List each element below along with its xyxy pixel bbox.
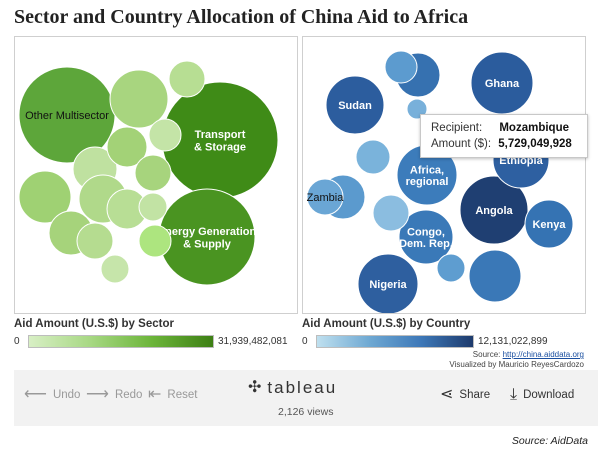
source-prefix: Source: (472, 350, 501, 359)
sector-bubble[interactable] (18, 170, 72, 224)
country-bubble-label: Kenya (532, 219, 566, 231)
redo-button[interactable]: ⟶ Redo (86, 387, 142, 403)
country-bubble[interactable] (372, 194, 410, 232)
sector-bubble[interactable] (138, 224, 172, 258)
reset-label: Reset (167, 389, 198, 401)
country-legend-max: 12,131,022,899 (478, 336, 548, 347)
country-bubble[interactable] (436, 253, 466, 283)
download-label: Download (523, 389, 575, 401)
sector-bubble[interactable] (168, 60, 206, 98)
reset-icon: ⇤ (148, 386, 162, 403)
country-bubble[interactable] (524, 199, 574, 249)
tooltip-amount-value: 5,729,049,928 (498, 138, 572, 150)
country-bubble-label: Ghana (485, 78, 520, 90)
country-bubble[interactable] (306, 178, 344, 216)
sector-legend-gradient (28, 335, 214, 348)
tooltip-amount-row: Amount ($): 5,729,049,928 (431, 138, 572, 150)
credit-line: Source: AidData (511, 435, 588, 447)
sector-legend-title: Aid Amount (U.S.$) by Sector (14, 318, 174, 330)
share-label: Share (459, 389, 491, 401)
tableau-toolbar: ⟵ Undo ⟶ Redo ⇤ Reset ✣ tableau 2,126 vi… (14, 370, 598, 426)
undo-button[interactable]: ⟵ Undo (24, 387, 80, 403)
country-bubble-svg[interactable]: Sudan Ghana Africa, regional Zambia Angola Eth… (303, 37, 585, 313)
country-bubble-label: Zambia (307, 192, 345, 204)
sector-bubble[interactable] (109, 69, 169, 129)
view-count: 2,126 views (278, 406, 334, 418)
country-tooltip: Recipient: Mozambique Amount ($): 5,729,… (420, 114, 588, 158)
country-bubble[interactable] (468, 249, 522, 303)
sector-bubble-label: Energy Generation & Supply (158, 226, 257, 251)
tableau-brand: tableau (267, 378, 338, 397)
source-link[interactable]: http://china.aiddata.org (502, 350, 584, 359)
tooltip-recipient-row: Recipient: Mozambique (431, 122, 569, 134)
page-title: Sector and Country Allocation of China A… (14, 6, 469, 28)
sector-bubble[interactable] (148, 118, 182, 152)
redo-label: Redo (114, 389, 143, 401)
sector-bubble[interactable] (106, 126, 148, 168)
country-bubble-label: Ethiopia (499, 155, 543, 167)
country-bubble-label: Nigeria (369, 279, 407, 291)
share-icon: ⋖ (440, 386, 454, 403)
sector-bubble-label: Other Multisector (25, 110, 109, 122)
country-bubble-label: Congo, Dem. Rep. (399, 227, 453, 251)
tooltip-recipient-label: Recipient: (431, 122, 483, 134)
country-bubble[interactable] (325, 75, 385, 135)
tooltip-recipient-value: Mozambique (499, 122, 569, 134)
country-bubble-label: Africa, regional (406, 165, 449, 189)
download-button[interactable]: ⤓ Download (510, 387, 574, 403)
country-bubble-chart[interactable]: Sudan Ghana Africa, regional Zambia Angola Eth… (302, 36, 586, 314)
sector-bubble[interactable] (134, 154, 172, 192)
tableau-logo-icon: ✣ (248, 379, 262, 396)
arrow-left-icon: ⟵ (24, 386, 47, 403)
tableau-logo[interactable]: ✣ tableau (248, 378, 337, 398)
visualized-by: Visualized by Mauricio ReyesCardozo (449, 360, 584, 369)
country-bubble[interactable] (398, 209, 454, 265)
arrow-right-icon: ⟶ (86, 386, 109, 403)
country-bubble-label: Sudan (338, 100, 372, 112)
country-legend-title: Aid Amount (U.S.$) by Country (302, 318, 471, 330)
sector-legend-max: 31,939,482,081 (218, 336, 288, 347)
sector-legend-min: 0 (14, 336, 20, 347)
country-bubble[interactable] (355, 139, 391, 175)
undo-label: Undo (52, 389, 81, 401)
download-icon: ⤓ (510, 386, 518, 403)
country-legend-min: 0 (302, 336, 308, 347)
country-bubble[interactable] (384, 50, 418, 84)
country-bubble[interactable] (459, 175, 529, 245)
sector-bubble-svg[interactable]: Other Multisector Transport & Storage Energ… (15, 37, 297, 313)
sector-bubble[interactable] (100, 254, 130, 284)
sector-bubble-label: Transport & Storage (194, 129, 246, 154)
share-button[interactable]: ⋖ Share (440, 387, 490, 403)
tooltip-amount-label: Amount ($): (431, 138, 492, 150)
reset-button[interactable]: ⇤ Reset (148, 387, 197, 403)
source-line: Source: http://china.aiddata.org (473, 350, 584, 359)
sector-bubble[interactable] (76, 222, 114, 260)
country-legend-gradient (316, 335, 474, 348)
sector-bubble[interactable] (138, 192, 168, 222)
country-bubble[interactable] (357, 253, 419, 313)
country-bubble-label: Angola (475, 205, 513, 217)
sector-bubble-chart[interactable]: Other Multisector Transport & Storage Energ… (14, 36, 298, 314)
